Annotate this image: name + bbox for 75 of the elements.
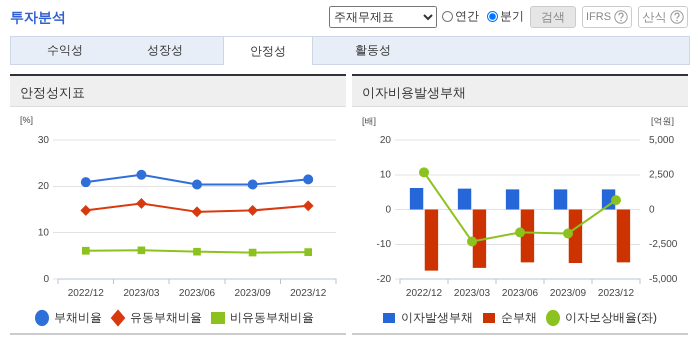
x-tick-label: 2023/06 <box>178 288 216 299</box>
x-tick-label: 2023/12 <box>598 288 635 299</box>
text: 분기 <box>499 8 524 25</box>
text: IFRS <box>582 6 632 28</box>
bar <box>424 210 438 271</box>
y-tick-label: 20 <box>38 181 50 192</box>
bar <box>458 188 472 210</box>
bar <box>410 188 424 210</box>
point <box>563 228 573 238</box>
y-tick-label: 0 <box>43 274 50 285</box>
point <box>82 246 90 255</box>
y-tick-label: 10 <box>380 170 392 180</box>
bar <box>472 210 486 268</box>
point <box>419 167 429 178</box>
x-tick-label: 2023/03 <box>454 288 491 299</box>
point <box>136 198 146 208</box>
point <box>611 195 621 206</box>
legend-label: 비유동부채비율 <box>230 310 314 324</box>
text: 산식 <box>638 6 688 28</box>
text: 주재무제표 <box>329 6 437 28</box>
point <box>136 170 146 180</box>
x-tick-label: 2023/09 <box>234 288 272 299</box>
bar <box>616 210 630 262</box>
legend-label: 부채비율 <box>54 310 102 324</box>
point <box>248 205 258 216</box>
x-tick-label: 2023/12 <box>290 288 327 299</box>
text: 수익성 <box>46 42 84 59</box>
y2-tick-label: -2,500 <box>649 239 678 250</box>
y2-tick-label: 2,500 <box>649 170 674 180</box>
y-tick-label: 0 <box>385 204 392 216</box>
chart-title: 이자비용발생부채 <box>362 84 466 102</box>
x-tick-label: 2023/03 <box>123 288 160 299</box>
y2-tick-label: 5,000 <box>649 134 674 146</box>
y-axis-title: [%] <box>20 115 34 125</box>
y-tick-label: -20 <box>376 274 392 285</box>
text: 안정성 <box>223 36 313 65</box>
point <box>303 174 314 184</box>
text: 활동성 <box>354 42 392 59</box>
bar <box>506 189 520 210</box>
point <box>138 246 146 254</box>
point <box>248 248 256 256</box>
point <box>193 248 201 256</box>
y2-tick-label: 0 <box>649 204 655 216</box>
bar <box>520 210 534 262</box>
point <box>303 200 314 211</box>
bar <box>568 210 582 264</box>
y2-tick-label: -5,000 <box>649 274 678 285</box>
text: 연간 <box>454 8 479 25</box>
y-tick-label: 30 <box>38 134 50 146</box>
x-tick-label: 2022/12 <box>68 288 104 299</box>
point <box>80 205 91 216</box>
point <box>248 179 258 190</box>
y-tick-label: -10 <box>376 239 392 250</box>
bar <box>554 189 568 210</box>
legend-label: 이자보상배율(좌) <box>565 310 658 324</box>
point <box>467 236 477 246</box>
legend-label: 이자발생부채 <box>401 310 474 324</box>
legend-label: 순부채 <box>501 310 538 324</box>
x-tick-label: 2023/09 <box>550 288 587 299</box>
point <box>515 227 525 238</box>
legend-label: 유동부채비율 <box>130 310 202 324</box>
y-axis-title: [배] <box>362 115 376 128</box>
y-tick-label: 10 <box>38 227 50 238</box>
chart-title: 안정성지표 <box>20 84 85 102</box>
text: 검색 <box>530 6 576 28</box>
text: 투자분석 <box>10 9 66 27</box>
x-tick-label: 2023/06 <box>502 288 539 299</box>
x-tick-label: 2022/12 <box>406 288 443 299</box>
y-tick-label: 20 <box>380 134 392 146</box>
point <box>192 206 202 217</box>
text: 성장성 <box>146 42 184 59</box>
point <box>80 177 91 188</box>
y2-axis-title: [억원] <box>650 115 674 128</box>
point <box>192 179 202 190</box>
point <box>304 248 312 256</box>
